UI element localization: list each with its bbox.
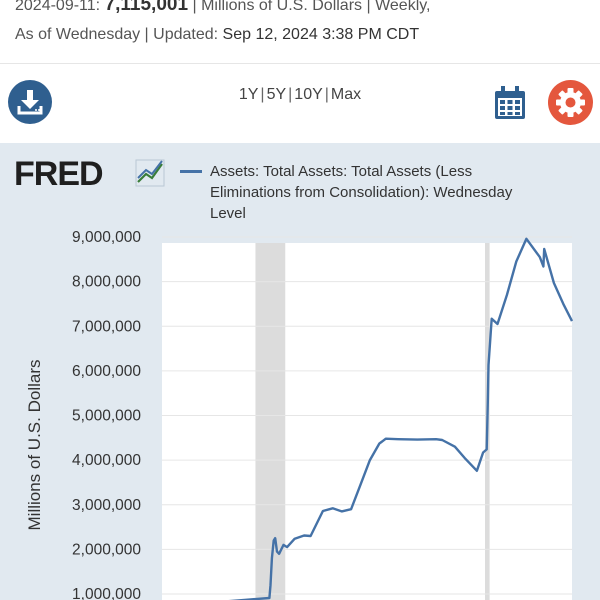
as-of-label: As of Wednesday | Updated:: [15, 26, 219, 43]
y-tick-labels: 1,000,000 2,000,000 3,000,000 4,000,000 5,00…: [72, 229, 141, 600]
y-tick-label: 9,000,000: [72, 229, 141, 246]
range-separator: |: [260, 86, 265, 103]
series-line-total-assets: [228, 237, 574, 600]
range-selector: 1Y | 5Y | 10Y | Max: [0, 86, 600, 104]
fred-logo-text: FRED: [14, 155, 103, 193]
range-max[interactable]: Max: [330, 86, 362, 103]
plot-area: [162, 243, 572, 600]
range-1y[interactable]: 1Y: [238, 86, 259, 103]
range-5y[interactable]: 5Y: [266, 86, 287, 103]
calendar-icon: [495, 86, 525, 119]
y-tick-label: 4,000,000: [72, 452, 141, 469]
y-tick-label: 6,000,000: [72, 363, 141, 380]
fred-logo-graph-icon: [135, 159, 165, 187]
header-divider: [0, 63, 600, 64]
recession-band-1: [255, 243, 286, 600]
range-10y[interactable]: 10Y: [294, 86, 323, 103]
settings-button[interactable]: [548, 80, 593, 125]
y-tick-label: 1,000,000: [72, 586, 141, 600]
gridlines: [162, 236, 572, 595]
y-tick-label: 3,000,000: [72, 497, 141, 514]
gear-icon: [556, 88, 585, 117]
y-axis-label: Millions of U.S. Dollars: [25, 360, 44, 531]
legend-swatch: [180, 170, 202, 173]
range-separator: |: [324, 86, 329, 103]
y-tick-label: 8,000,000: [72, 274, 141, 291]
legend-series-name: Assets: Total Assets: Total Assets (Less…: [210, 163, 513, 222]
updated-timestamp: Sep 12, 2024 3:38 PM CDT: [222, 26, 420, 43]
observation-date: 2024-09-11:: [15, 0, 101, 14]
y-tick-label: 5,000,000: [72, 408, 141, 425]
calendar-button[interactable]: [494, 85, 526, 121]
y-tick-label: 7,000,000: [72, 318, 141, 335]
download-button[interactable]: [8, 80, 52, 124]
units-frequency: | Millions of U.S. Dollars | Weekly,: [192, 0, 431, 14]
latest-value: 7,115,001: [104, 0, 189, 15]
header-line-2: As of Wednesday | Updated: Sep 12, 2024 …: [15, 26, 419, 44]
y-tick-label: 2,000,000: [72, 541, 141, 558]
download-icon: [17, 90, 43, 115]
fred-logo: FRED: [14, 152, 174, 194]
header-line-1: 2024-09-11: 7,115,001 | Millions of U.S.…: [15, 0, 431, 16]
range-separator: |: [288, 86, 293, 103]
